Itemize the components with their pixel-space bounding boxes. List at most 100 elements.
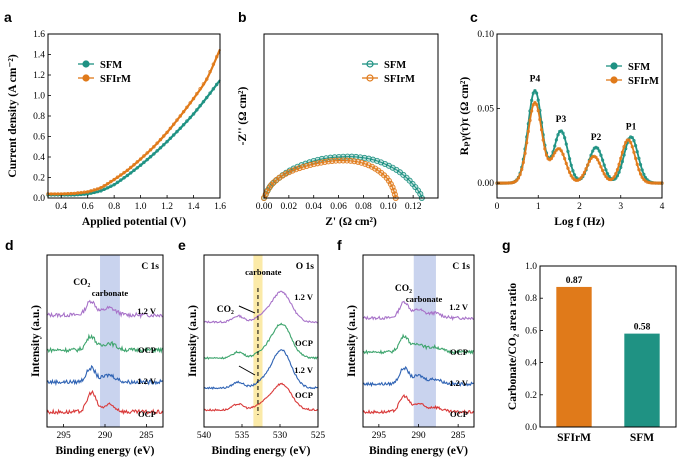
data-point-SFM [534,91,539,95]
data-point-SFIrM [178,114,183,118]
data-point-SFIrM [168,126,173,131]
data-point-SFIrM [622,145,626,149]
data-point-SFIrM [152,145,156,149]
data-point-SFM [357,154,364,161]
data-point-SFIrM [594,155,598,159]
data-point-SFIrM [620,150,625,154]
data-point-SFIrM [201,82,206,86]
data-point-SFIrM [185,105,189,109]
data-point-SFIrM [574,178,578,182]
data-point-SFIrM [609,177,613,182]
data-point-SFIrM [625,138,629,142]
data-point-SFIrM [559,149,563,153]
data-point-SFIrM [122,170,126,175]
data-point-SFM [619,165,623,169]
panel-c-legend-marker [610,76,618,84]
data-point-SFIrM [158,137,163,142]
data-point-SFIrM [597,161,601,165]
data-point-SFIrM [266,185,273,192]
panel-a-xtick-label: 1.4 [188,202,200,212]
panel-label-e: e [178,237,186,253]
data-point-SFM [637,156,641,160]
data-point-SFIrM [508,181,512,185]
data-point-SFIrM [581,173,585,177]
panel-c-legend-marker [610,62,618,70]
panel-b-xtick-label: 0.04 [305,202,322,212]
data-point-SFM [128,171,133,175]
data-point-SFM [214,82,219,87]
spectrum-label: 1.2 V [294,365,314,375]
data-point-SFIrM [205,77,209,81]
data-point-SFIrM [615,167,620,172]
data-point-SFIrM [523,151,527,155]
data-point-SFIrM [648,181,653,185]
data-point-SFIrM [551,154,555,158]
data-point-SFIrM [643,179,648,183]
data-point-SFIrM [119,173,123,177]
data-point-SFIrM [637,168,641,172]
spectrum-label: OCP [295,390,313,400]
panel-a-ytick-label: 0.8 [33,112,45,122]
data-point-SFIrM [541,138,545,142]
panel-b-legend-marker [366,60,374,68]
spectrum-line [203,382,319,412]
data-point-SFM [171,133,176,137]
panel-label-g: g [502,237,511,253]
data-point-SFIrM [640,175,644,179]
data-point-SFM [596,146,600,150]
data-point-SFIrM [584,167,588,171]
data-point-SFM [125,173,130,178]
panel-a-ytick-label: 0.4 [33,153,45,163]
data-point-SFM [554,138,559,142]
panel-a-ylabel: Current density (A cm⁻²) [7,54,19,178]
panel-d: 1.2 V OCP 1.2 V OCP 295 290 285 Binding energy … [30,254,164,457]
data-point-SFM [155,149,159,153]
panel-c-ytick-label: 0.10 [477,30,494,40]
data-point-SFIrM [372,165,379,172]
data-point-SFIrM [525,141,529,145]
data-point-SFM [138,163,143,167]
data-point-SFIrM [556,147,560,151]
data-point-SFM [558,129,562,134]
data-point-SFM [597,149,601,153]
data-point-SFIrM [138,157,143,161]
panel-label-b: b [238,9,247,25]
data-point-SFIrM [95,187,100,191]
data-point-SFIrM [569,174,573,178]
data-point-SFM [531,91,535,95]
data-point-SFIrM [148,148,153,152]
data-point-SFM [195,108,199,112]
spectrum-line [203,322,319,360]
data-point-SFM [158,146,163,150]
panel-f-xlabel: Binding energy (eV) [369,445,468,457]
data-point-SFIrM [105,181,110,186]
data-point-SFIrM [612,175,616,179]
data-point-SFM [178,126,183,131]
data-point-SFIrM [528,118,532,122]
data-point-SFM [533,89,537,93]
data-point-SFIrM [165,130,169,135]
data-point-SFIrM [579,176,583,180]
data-point-SFIrM [561,152,565,156]
data-point-SFIrM [572,178,577,182]
panel-label-d: d [5,237,14,253]
panel-b-legend-SFM: SFM [384,60,406,71]
data-point-SFIrM [510,181,514,185]
data-point-SFIrM [82,190,87,194]
data-point-SFM [201,99,206,104]
data-point-SFM [635,150,639,154]
data-point-SFM [148,155,153,159]
data-point-SFIrM [544,153,549,157]
panel-c-legend-SFM: SFM [628,62,650,73]
panel-f: 1.2 V OCP 1.2 V OCP 295 290 285 Binding energy … [346,254,475,457]
data-point-SFIrM [365,162,372,169]
data-point-SFIrM [132,162,136,167]
spectrum-label: 1.2 V [137,306,157,316]
data-label-SFM: 0.58 [634,323,651,333]
spectrum-line [46,364,164,387]
data-point-SFM [211,87,216,91]
panel-f-xtick-label: 290 [411,431,426,441]
data-point-SFIrM [389,184,396,191]
panel-c-xtick-label: 3 [618,202,623,212]
